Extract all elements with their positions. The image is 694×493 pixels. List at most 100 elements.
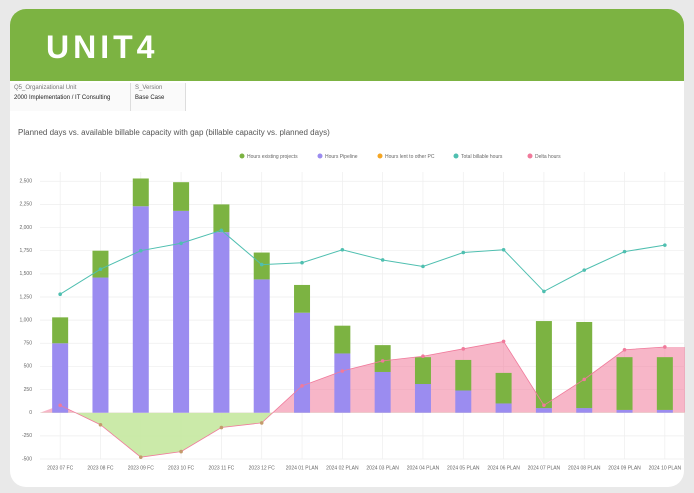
point [259, 262, 264, 267]
bar-segment [576, 408, 593, 413]
point [622, 249, 627, 254]
legend-swatch [527, 153, 533, 159]
bar-segment [294, 312, 311, 413]
x-tick-label: 2024 09 PLAN [608, 465, 641, 471]
point [542, 403, 546, 408]
header-banner: UNIT4 [10, 9, 684, 81]
bar-segment [374, 345, 391, 372]
y-tick-label: 1,500 [19, 271, 32, 277]
point [461, 347, 466, 351]
point [138, 248, 143, 253]
y-tick-label: 1,750 [19, 248, 32, 254]
bar-segment [294, 284, 311, 313]
bar-segment [455, 390, 472, 413]
point [421, 354, 425, 359]
legend-label: Hours Pipeline [325, 154, 358, 160]
bar-segment [616, 357, 633, 410]
legend-label: Hours existing projects [247, 154, 298, 160]
bar-segment [535, 408, 552, 413]
point [380, 359, 385, 363]
point [58, 403, 62, 408]
legend-swatch [453, 153, 459, 159]
bar-segment [414, 384, 431, 413]
bar-segment [213, 232, 230, 413]
area-line [59, 340, 665, 458]
y-tick-label: -250 [22, 433, 32, 439]
x-tick-label: 2024 08 PLAN [568, 465, 601, 471]
point [542, 289, 546, 294]
point [179, 241, 183, 246]
bar-segment [656, 409, 673, 413]
filter[interactable]: S_Version Base Case [131, 83, 186, 111]
x-tick-label: 2024 01 PLAN [286, 465, 319, 471]
legend-label: Delta hours [535, 154, 561, 160]
line-line [59, 229, 665, 295]
bar-segment [576, 321, 593, 409]
bar-segment [334, 353, 351, 413]
x-tick-label: 2023 12 FC [249, 465, 276, 471]
y-tick-label: 2,000 [19, 225, 32, 231]
bar-segment [374, 371, 391, 413]
logo: UNIT4 [46, 29, 159, 65]
x-tick-label: 2024 07 PLAN [528, 465, 561, 471]
x-tick-label: 2024 02 PLAN [326, 465, 359, 471]
y-tick-label: 750 [24, 341, 33, 347]
filter[interactable]: Q5_Organizational Unit 2000 Implementati… [10, 83, 131, 111]
x-tick-label: 2024 06 PLAN [487, 465, 520, 471]
point [663, 345, 667, 349]
point [219, 228, 224, 233]
point [179, 449, 183, 454]
y-tick-label: 1,000 [19, 317, 32, 323]
chart-title: Planned days vs. available billable capa… [18, 128, 330, 137]
filters: Q5_Organizational Unit 2000 Implementati… [10, 83, 186, 111]
bar-segment [495, 372, 512, 404]
point [622, 347, 627, 352]
filter-label: S_Version [135, 85, 163, 91]
x-tick-label: 2023 09 FC [128, 465, 155, 471]
legend-swatch [317, 153, 323, 159]
point [138, 455, 143, 459]
x-tick-label: 2024 04 PLAN [407, 465, 440, 471]
bar-segment [132, 178, 149, 207]
area-positive [40, 341, 685, 413]
point [219, 425, 224, 430]
y-tick-label: 2,500 [19, 179, 32, 185]
y-tick-label: 1,250 [19, 294, 32, 300]
x-tick-label: 2023 10 FC [168, 465, 195, 471]
bar-segment [535, 321, 552, 409]
x-tick-label: 2023 08 FC [87, 465, 114, 471]
bar-segment [414, 357, 431, 385]
filter-value[interactable]: Base Case [135, 95, 165, 101]
y-tick-label: 2,250 [19, 202, 32, 208]
point [582, 268, 587, 272]
bar-segment [52, 343, 69, 413]
y-tick-label: 250 [24, 387, 33, 393]
filter-label: Q5_Organizational Unit [14, 85, 77, 91]
x-tick-label: 2023 11 FC [209, 465, 235, 471]
point [300, 384, 304, 388]
point [461, 250, 466, 255]
bar-segment [656, 357, 673, 410]
x-tick-label: 2024 03 PLAN [366, 465, 399, 471]
point [259, 421, 264, 425]
legend-swatch [377, 153, 383, 159]
legend-swatch [239, 153, 245, 159]
bar-segment [213, 204, 230, 233]
point [501, 339, 506, 344]
bar-segment [455, 359, 472, 391]
bar-segment [173, 182, 190, 211]
bar-segment [52, 317, 69, 344]
bar-segment [616, 409, 633, 413]
point [300, 260, 304, 265]
point [98, 422, 103, 427]
legend-label: Hours lent to other PC [385, 154, 435, 160]
point [582, 377, 587, 382]
point [421, 264, 425, 269]
bar-segment [92, 250, 109, 278]
bar-segment [334, 325, 351, 354]
area-negative [40, 412, 685, 458]
y-tick-label: -500 [22, 456, 32, 462]
filter-value[interactable]: 2000 Implementation / IT Consulting [14, 95, 111, 101]
